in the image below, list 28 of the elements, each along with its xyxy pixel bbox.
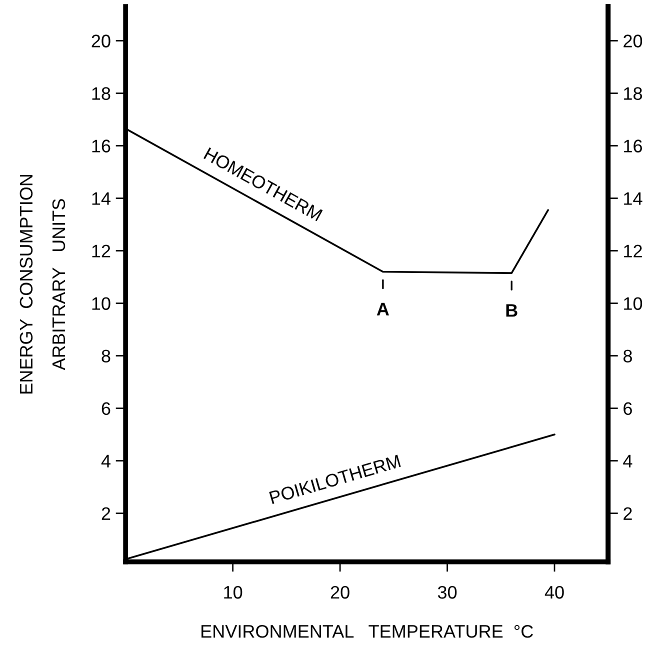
y-tick-label: 16	[92, 140, 110, 152]
x-tick-label: 30	[438, 586, 457, 599]
y-tick-label: 2	[102, 507, 110, 520]
y2-tick-label: 8	[623, 350, 632, 362]
y2-tick-label: 20	[624, 34, 642, 48]
annotation: A	[376, 302, 389, 316]
y-tick-label: 20	[92, 34, 110, 48]
y-tick-label: 6	[102, 402, 110, 415]
y-tick-label: 18	[92, 87, 110, 100]
y2-tick-label: 16	[624, 140, 642, 152]
y-tick-label: 8	[102, 350, 110, 362]
y2-tick-label: 2	[624, 507, 632, 520]
x-tick-label: 10	[224, 586, 242, 599]
y2-tick-label: 18	[624, 87, 642, 100]
y-tick-label: 12	[92, 244, 110, 258]
y2-tick-label: 4	[623, 454, 632, 468]
annotation: B	[506, 304, 518, 317]
y-axis-title: ENERGY CONSUMPTION ARBITRARY UNITS	[20, 175, 66, 394]
y2-tick-label: 12	[624, 244, 642, 258]
y-tick-label: 10	[92, 297, 110, 310]
y2-tick-label: 10	[624, 297, 642, 310]
y2-tick-label: 6	[624, 402, 632, 415]
y-tick-label: 4	[101, 454, 110, 468]
x-tick-label: 40	[544, 586, 564, 599]
x-tick-label: 20	[330, 586, 350, 599]
y2-tick-label: 14	[624, 192, 642, 205]
y-tick-label: 14	[92, 192, 110, 205]
x-axis-title: ENVIRONMENTAL TEMPERATURE °C	[202, 624, 533, 638]
